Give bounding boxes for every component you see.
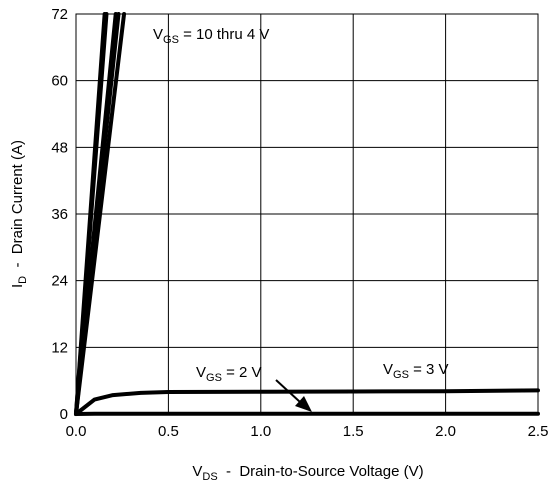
y-tick-label: 0 [60,406,68,423]
grid [75,13,539,415]
annotation-two-sub: GS [206,372,222,384]
annotation-top-main: V [153,26,163,43]
x-axis-title: VDS - Drain-to-Source Voltage (V) [192,463,423,483]
annotation-three-rest: = 3 V [409,361,449,378]
plot-area-frame [75,13,539,415]
x-tick-label: 0.5 [158,423,179,440]
annotation-arrow-head [295,396,312,412]
y-tick-label: 72 [51,6,68,23]
annotation-vgs-3: VGS = 3 V [383,361,449,381]
series-line-5 [74,12,127,416]
x-axis-title-sub: DS [202,471,217,483]
annotation-arrow [275,379,312,412]
y-tick-label: 12 [51,339,68,356]
x-tick-label: 2.5 [528,423,549,440]
y-axis-title-main: I [9,284,26,288]
annotation-arrow-line [275,379,301,403]
y-tick-label: 60 [51,73,68,90]
annotation-vgs-10-thru-4: VGS = 10 thru 4 V [153,26,269,46]
x-tick-label: 1.5 [343,423,364,440]
annotation-top-sub: GS [163,34,179,46]
annotation-two-rest: = 2 V [222,364,262,381]
x-tick-label: 1.0 [250,423,271,440]
y-axis-title-sub: D [17,276,29,284]
tick-labels: 0.0 0.5 1.0 1.5 2.0 2.5 0 12 24 36 48 60 72 [51,6,548,440]
x-axis-title-rest: - Drain-to-Source Voltage (V) [218,463,424,480]
x-axis-title-main: V [192,463,202,480]
y-tick-label: 36 [51,206,68,223]
x-tick-label: 0.0 [66,423,87,440]
annotation-three-sub: GS [393,369,409,381]
y-axis-title: ID - Drain Current (A) [9,140,29,288]
annotation-vgs-2: VGS = 2 V [196,364,262,384]
annotation-top-rest: = 10 thru 4 V [179,26,269,43]
y-tick-label: 48 [51,139,68,156]
y-axis-title-rest: - Drain Current (A) [9,140,26,276]
series-group [74,12,540,416]
annotation-two-main: V [196,364,206,381]
x-tick-label: 2.0 [435,423,456,440]
series-line-6 [74,388,540,416]
y-tick-label: 24 [51,273,68,290]
annotation-three-main: V [383,361,393,378]
